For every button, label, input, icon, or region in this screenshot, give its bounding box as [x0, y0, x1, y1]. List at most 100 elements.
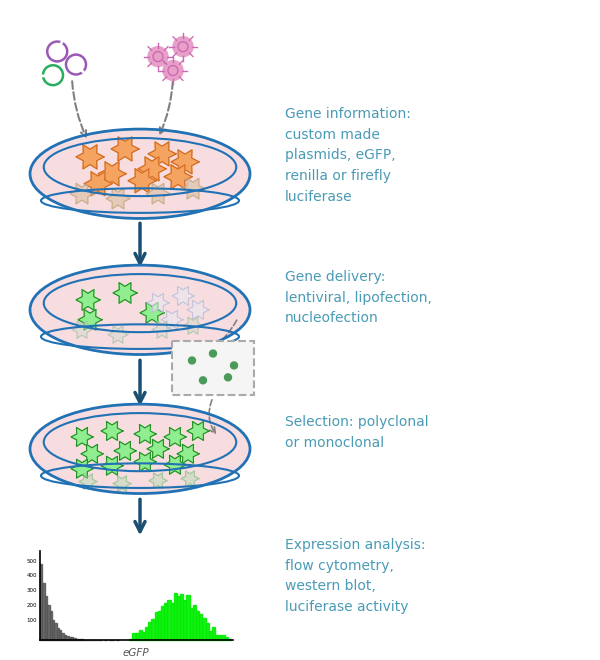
Bar — [133, 633, 136, 640]
Polygon shape — [183, 317, 203, 335]
Bar — [215, 634, 218, 640]
Bar — [228, 639, 231, 640]
Polygon shape — [138, 157, 166, 181]
Bar — [183, 601, 187, 640]
Bar — [66, 636, 68, 640]
Bar — [177, 596, 180, 640]
Bar — [196, 611, 199, 640]
Text: 500: 500 — [26, 558, 37, 564]
Polygon shape — [81, 444, 103, 463]
Polygon shape — [187, 422, 209, 440]
Polygon shape — [172, 286, 194, 306]
Polygon shape — [148, 142, 176, 166]
Polygon shape — [98, 162, 126, 186]
Bar — [199, 614, 202, 640]
Polygon shape — [177, 444, 199, 463]
Polygon shape — [161, 310, 183, 329]
Bar — [55, 623, 57, 640]
Polygon shape — [140, 302, 164, 323]
Circle shape — [209, 350, 217, 357]
Polygon shape — [78, 310, 102, 330]
Bar — [40, 564, 43, 640]
Bar — [139, 630, 142, 640]
Circle shape — [148, 47, 168, 67]
Bar — [61, 634, 64, 640]
Bar — [221, 635, 224, 640]
Bar — [212, 626, 215, 640]
Bar — [64, 636, 66, 640]
Ellipse shape — [30, 129, 250, 218]
Polygon shape — [187, 300, 209, 319]
Polygon shape — [134, 452, 156, 471]
Polygon shape — [164, 455, 186, 474]
Bar — [71, 637, 73, 640]
Bar — [57, 628, 59, 640]
Polygon shape — [164, 428, 186, 446]
Text: Gene information:
custom made
plasmids, eGFP,
renilla or firefly
luciferase: Gene information: custom made plasmids, … — [285, 107, 411, 204]
Bar — [209, 631, 212, 640]
Bar — [142, 632, 145, 640]
Polygon shape — [113, 282, 137, 303]
Text: 100: 100 — [26, 618, 37, 623]
Polygon shape — [152, 321, 172, 339]
Polygon shape — [71, 459, 93, 478]
Circle shape — [173, 37, 193, 57]
Bar — [224, 638, 228, 640]
Text: eGFP: eGFP — [122, 648, 149, 659]
Polygon shape — [72, 321, 92, 339]
Polygon shape — [70, 183, 94, 204]
Bar — [45, 596, 47, 640]
Ellipse shape — [30, 265, 250, 354]
Bar — [50, 611, 52, 640]
Bar — [190, 608, 193, 640]
Circle shape — [224, 374, 232, 381]
Bar — [155, 612, 158, 640]
Bar — [52, 620, 55, 640]
Bar — [43, 583, 45, 640]
Bar — [76, 639, 78, 640]
Bar — [68, 637, 71, 640]
Bar — [167, 601, 170, 640]
Polygon shape — [101, 456, 123, 475]
Polygon shape — [147, 440, 169, 458]
Polygon shape — [147, 294, 169, 312]
Bar — [202, 618, 206, 640]
Polygon shape — [146, 183, 170, 204]
Bar — [151, 620, 155, 640]
Text: 400: 400 — [26, 574, 37, 578]
Bar — [174, 593, 177, 640]
Bar — [158, 611, 161, 640]
Polygon shape — [164, 165, 192, 189]
Bar — [148, 622, 151, 640]
Text: Gene delivery:
lentiviral, lipofection,
nucleofection: Gene delivery: lentiviral, lipofection, … — [285, 270, 432, 325]
Circle shape — [230, 362, 238, 369]
Bar — [161, 607, 164, 640]
Polygon shape — [111, 137, 139, 161]
Text: Expression analysis:
flow cytometry,
western blot,
luciferase activity: Expression analysis: flow cytometry, wes… — [285, 538, 425, 614]
Polygon shape — [79, 474, 97, 489]
Text: 300: 300 — [26, 588, 37, 593]
Polygon shape — [71, 428, 93, 446]
Bar — [193, 605, 196, 640]
Polygon shape — [108, 326, 128, 343]
Polygon shape — [149, 473, 167, 488]
Circle shape — [199, 377, 206, 384]
Bar — [145, 626, 148, 640]
Polygon shape — [84, 172, 112, 196]
Bar — [180, 594, 183, 640]
Polygon shape — [101, 422, 123, 440]
Bar — [170, 603, 174, 640]
Polygon shape — [76, 290, 100, 310]
Polygon shape — [181, 178, 205, 199]
Bar — [73, 638, 76, 640]
Bar — [129, 639, 133, 640]
Polygon shape — [114, 442, 136, 460]
Polygon shape — [171, 150, 199, 174]
Text: Selection: polyclonal
or monoclonal: Selection: polyclonal or monoclonal — [285, 415, 428, 449]
FancyBboxPatch shape — [172, 341, 254, 395]
Polygon shape — [134, 424, 156, 444]
Text: 200: 200 — [26, 603, 37, 609]
Circle shape — [163, 61, 183, 81]
Polygon shape — [113, 476, 131, 491]
Bar — [136, 634, 139, 640]
